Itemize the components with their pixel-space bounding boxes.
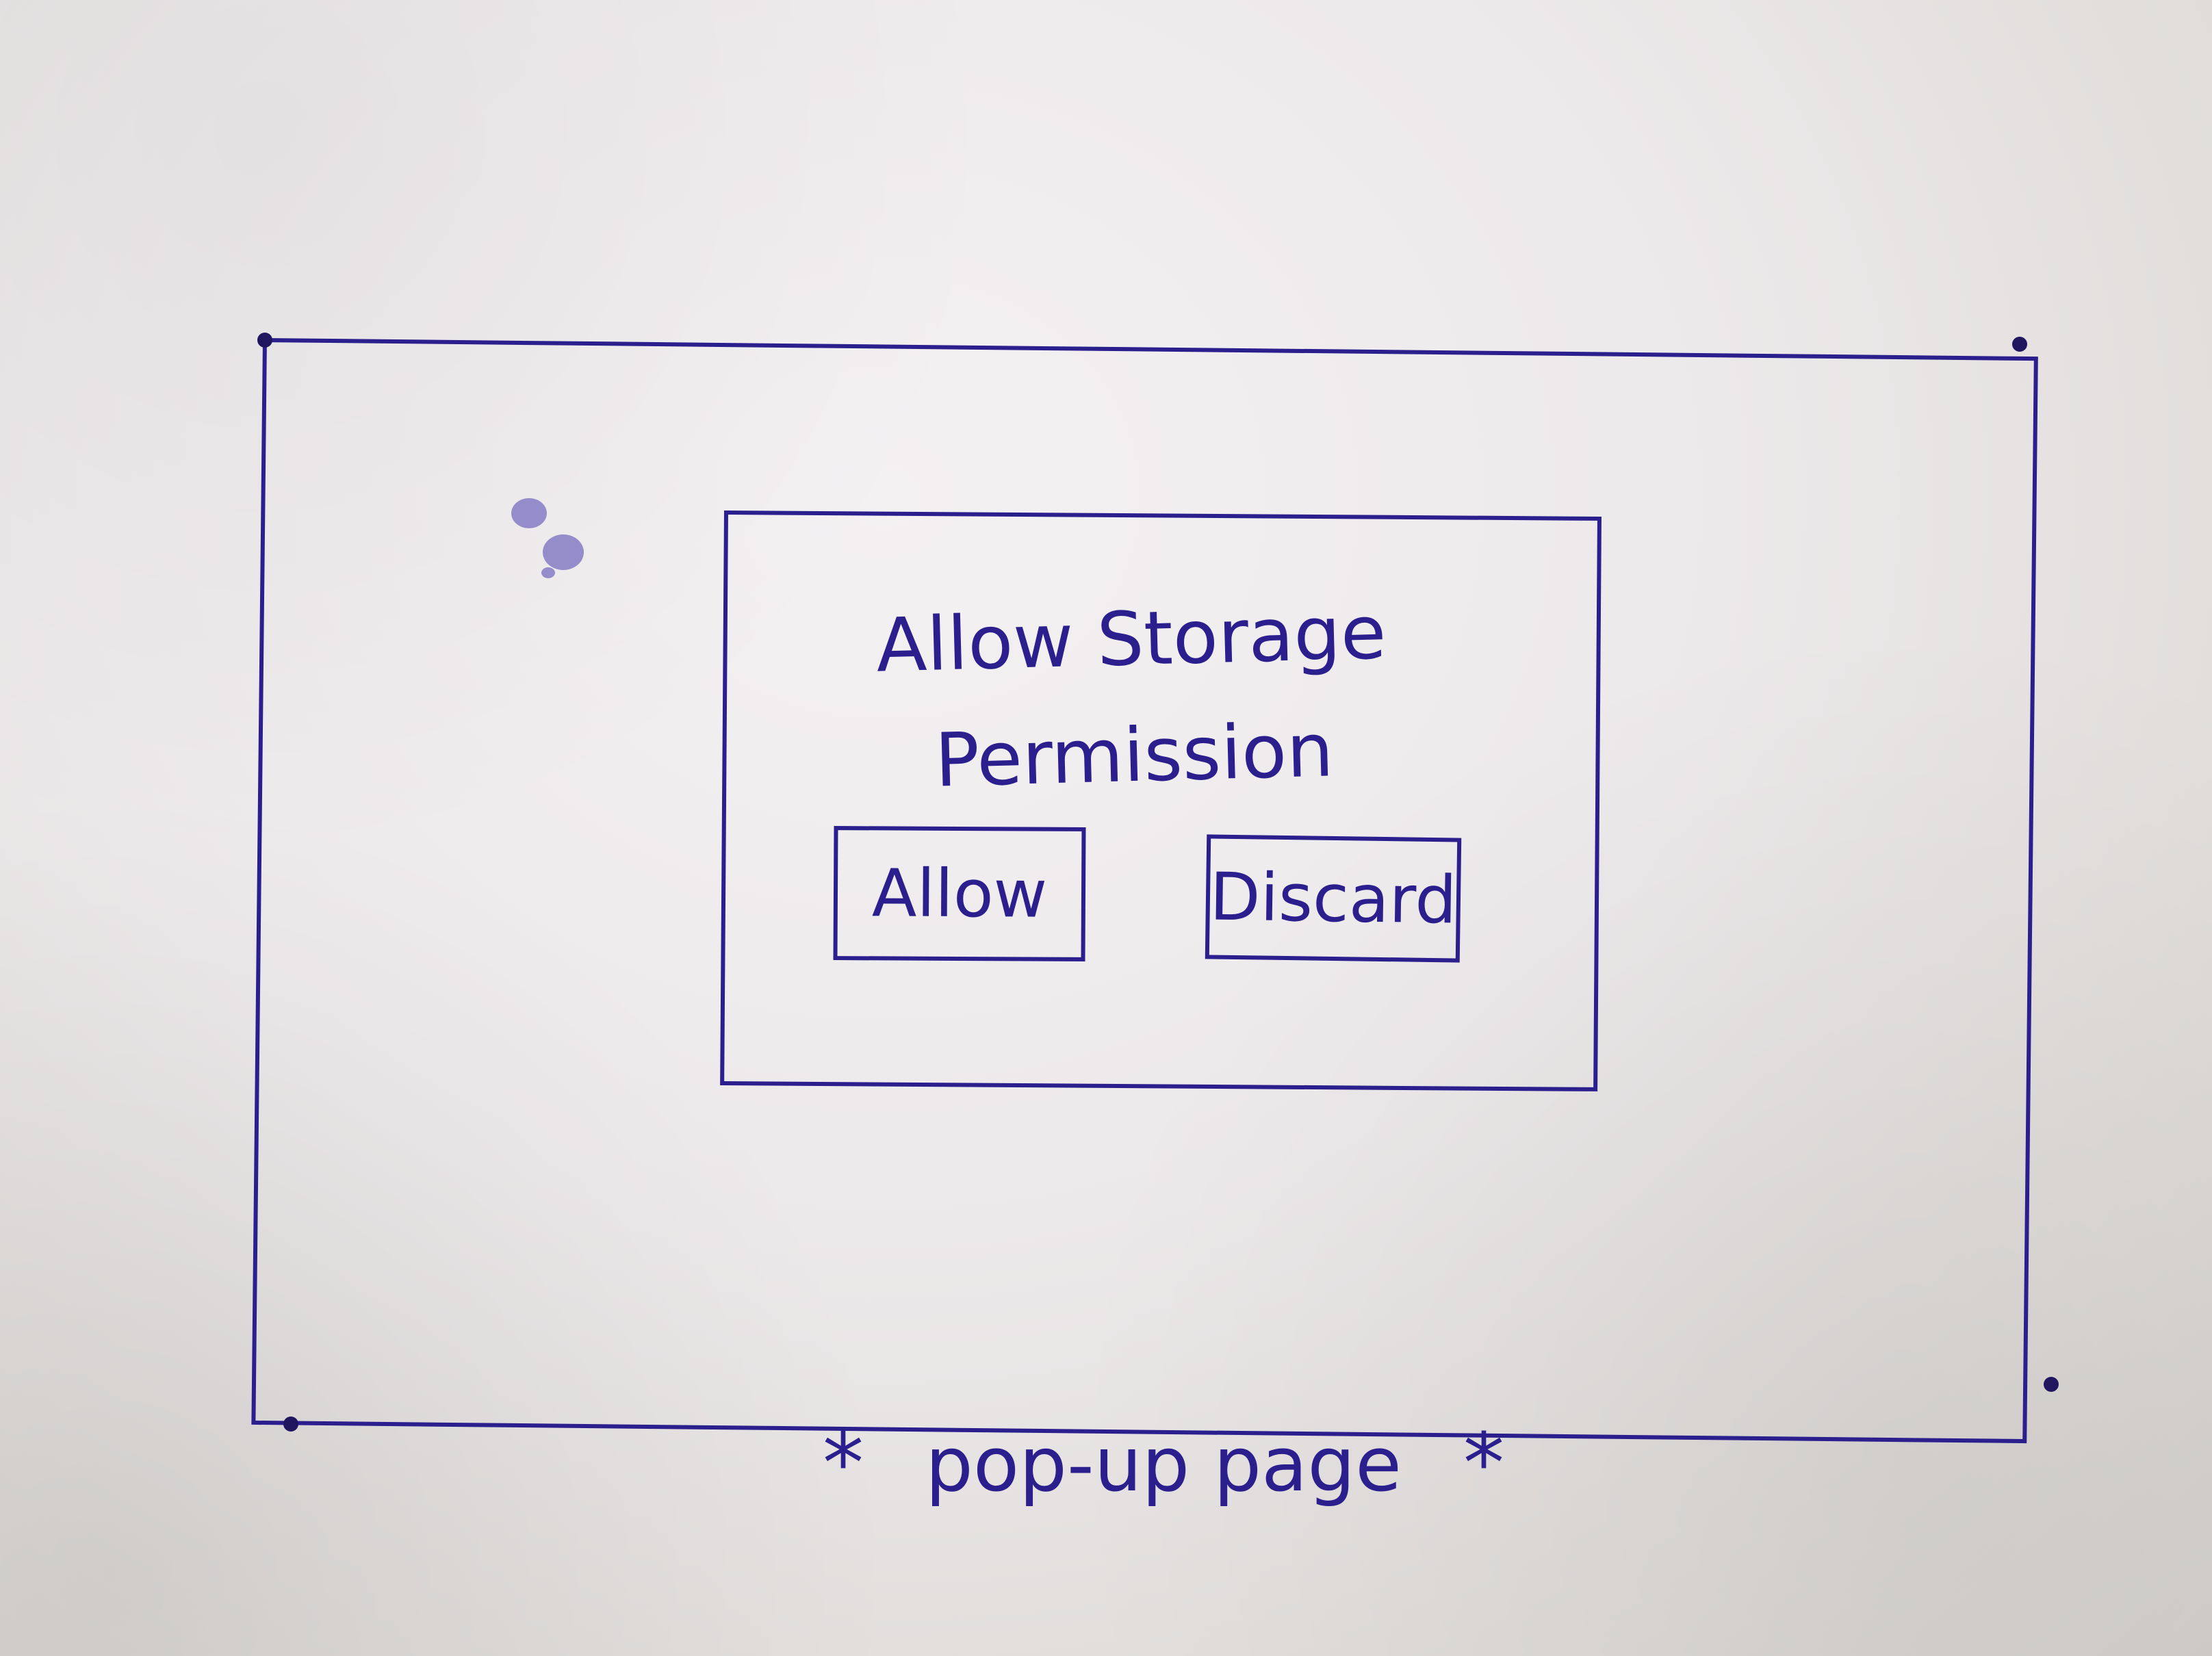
frame-corner-mark <box>257 333 272 348</box>
frame-corner-mark <box>2044 1377 2059 1392</box>
caption-asterisk-right: * <box>1463 1416 1504 1512</box>
sketch-caption: * pop-up page * <box>684 1410 1643 1519</box>
frame-corner-mark <box>2012 337 2027 352</box>
caption-asterisk-left: * <box>823 1416 864 1512</box>
caption-text: pop-up page <box>925 1421 1402 1508</box>
frame-corner-mark <box>283 1416 298 1432</box>
discard-button[interactable]: Discard <box>1205 834 1462 963</box>
dialog-title: Allow Storage Permission <box>875 590 1387 804</box>
allow-button[interactable]: Allow <box>833 826 1086 961</box>
